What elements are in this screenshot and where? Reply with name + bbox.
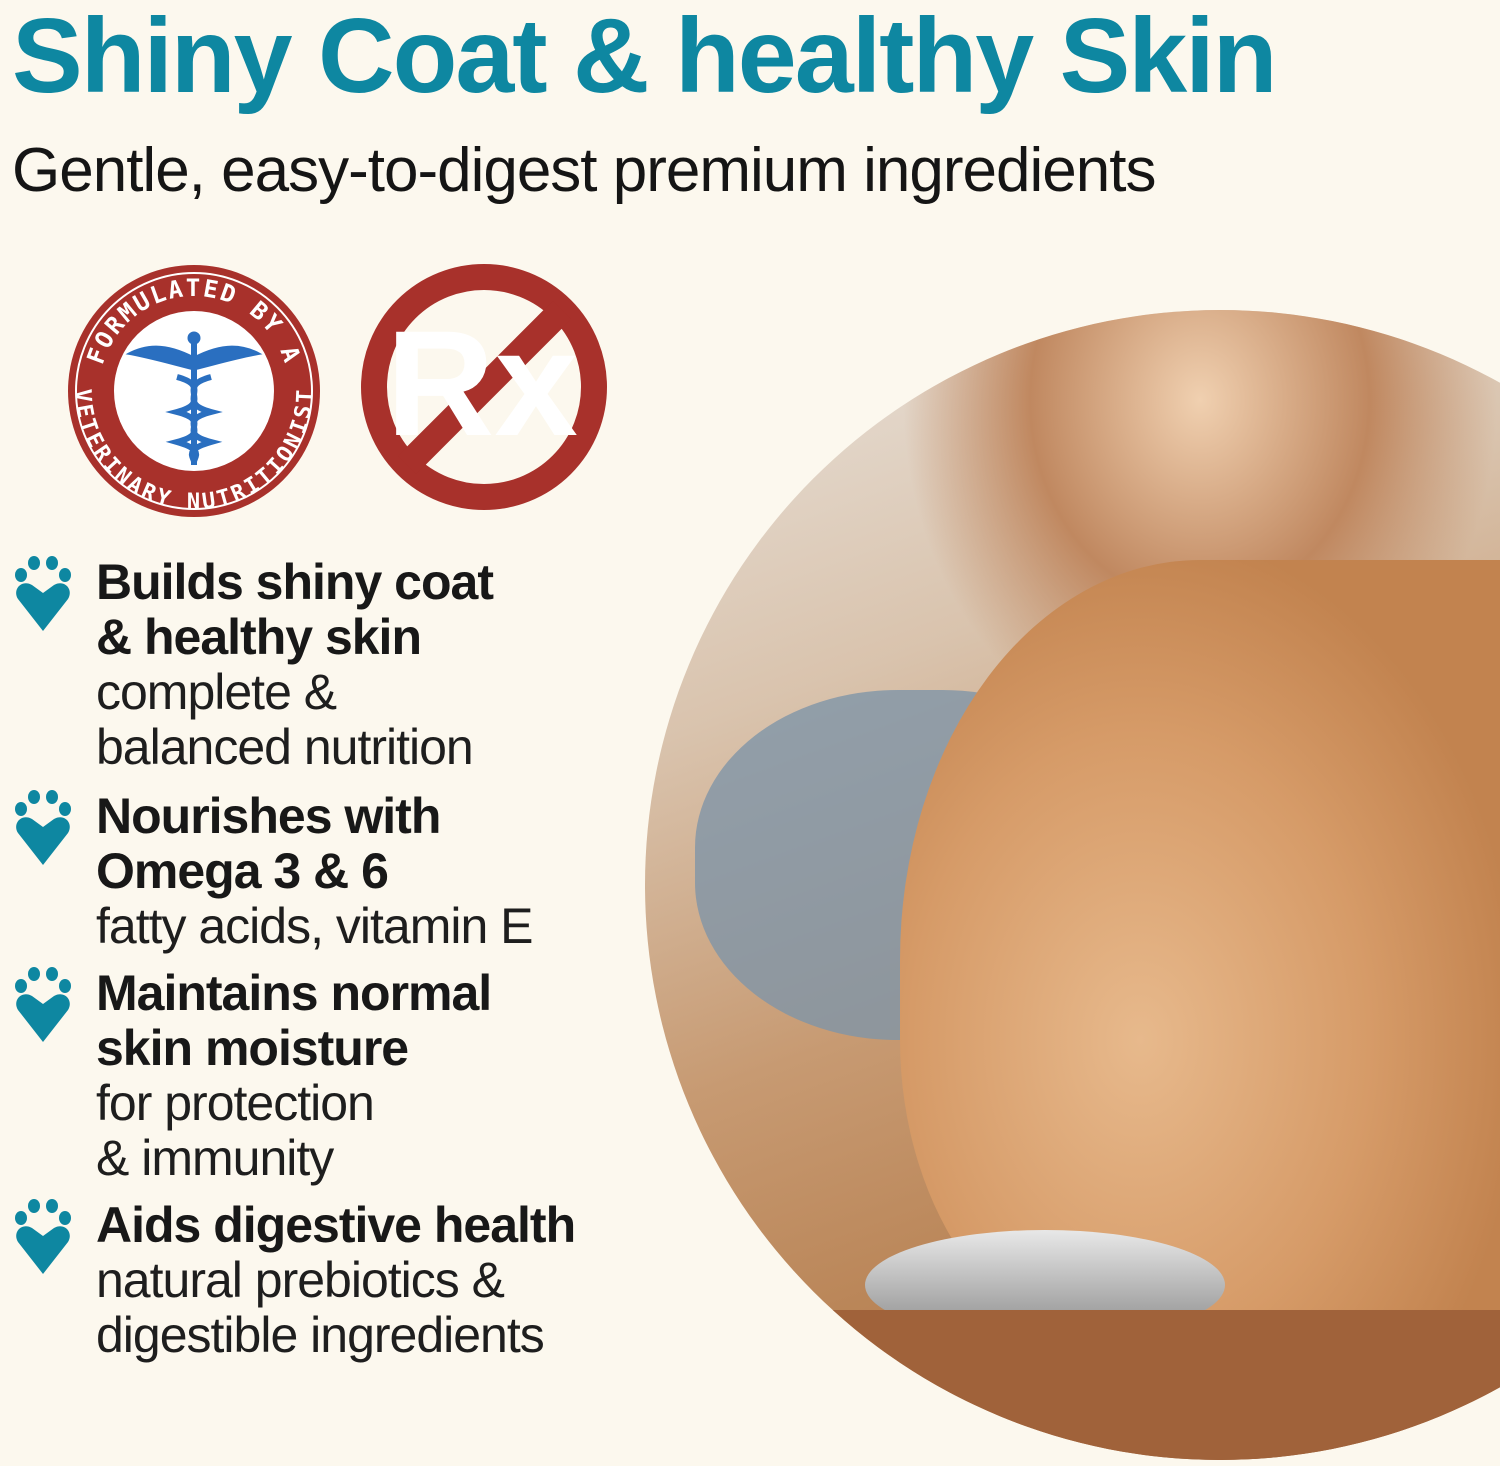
feature-item: Maintains normal skin moisture for protect… (12, 966, 642, 1186)
paw-heart-icon (12, 789, 82, 954)
feature-heading: Omega 3 & 6 (96, 843, 389, 899)
woman-feeding-golden-retriever-photo (645, 310, 1500, 1460)
feature-detail: & immunity (96, 1130, 334, 1186)
feature-detail: natural prebiotics & (96, 1252, 505, 1308)
feature-detail: fatty acids, vitamin E (96, 898, 533, 954)
feature-heading: Maintains normal (96, 965, 492, 1021)
feature-text: Nourishes with Omega 3 & 6 fatty acids, vi… (96, 789, 533, 954)
feature-item: Builds shiny coat & healthy skin complete … (12, 555, 642, 775)
feature-text: Aids digestive health natural prebiotics … (96, 1197, 576, 1363)
feature-heading: Aids digestive health (96, 1197, 576, 1253)
feature-item: Aids digestive health natural prebiotics … (12, 1198, 642, 1363)
paw-heart-icon (12, 1198, 82, 1363)
feature-text: Builds shiny coat & healthy skin complete … (96, 554, 494, 775)
page-title: Shiny Coat & healthy Skin (12, 0, 1277, 115)
feature-detail: digestible ingredients (96, 1307, 545, 1363)
feature-text: Maintains normal skin moisture for protect… (96, 965, 492, 1186)
no-prescription-icon: Rx (361, 264, 607, 510)
feature-detail: complete & (96, 664, 337, 720)
vet-nutritionist-seal: FORMULATED BY A VETERINARY NUTRITIONIST (68, 265, 320, 517)
paw-heart-icon (12, 966, 82, 1186)
feature-detail: balanced nutrition (96, 719, 474, 775)
feature-heading: Builds shiny coat (96, 554, 494, 610)
feature-heading: Nourishes with (96, 788, 441, 844)
feature-item: Nourishes with Omega 3 & 6 fatty acids, vi… (12, 789, 642, 954)
feature-heading: skin moisture (96, 1020, 409, 1076)
feature-list: Builds shiny coat & healthy skin complete … (12, 555, 642, 1363)
paw-heart-icon (12, 555, 82, 775)
feature-heading: & healthy skin (96, 609, 422, 665)
feature-detail: for protection (96, 1075, 375, 1131)
page-subtitle: Gentle, easy-to-digest premium ingredien… (12, 136, 1156, 205)
rx-text: Rx (386, 299, 578, 467)
caduceus-icon (125, 331, 263, 465)
